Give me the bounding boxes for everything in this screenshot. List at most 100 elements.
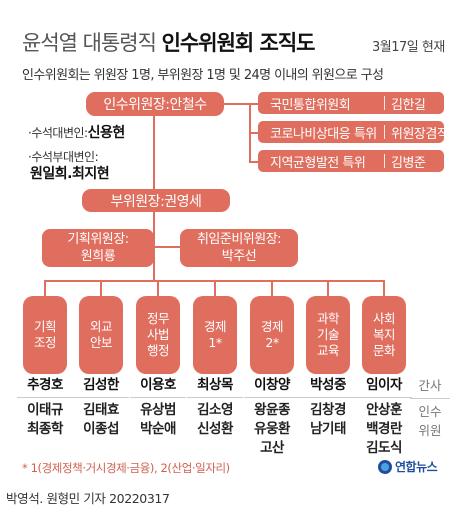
- members-economy-2: 이창양 왕윤종 유웅환 고산: [244, 376, 300, 458]
- division-member: 안상훈: [366, 402, 402, 418]
- division-label: 경제: [203, 319, 227, 334]
- footnote: * 1(경제정책·거시경제·금융), 2(산업·일자리): [22, 461, 230, 475]
- connector-side-2: [249, 132, 258, 134]
- division-label: 경제: [260, 319, 284, 334]
- division-box-planning: 기획 조정: [23, 296, 67, 374]
- division-member: 김소영: [197, 402, 233, 418]
- division-lead: 김성한: [73, 376, 129, 398]
- spokesperson-chief-label: 수석대변인:: [31, 126, 88, 140]
- legend-members: 위원: [418, 423, 442, 438]
- spokesperson-chief-name: 신용현: [87, 125, 126, 141]
- division-member: 고산: [260, 440, 284, 456]
- connector-div-6: [327, 280, 329, 296]
- chairman-box: 인수위원장:안철수: [86, 92, 224, 116]
- side-committee-2: 코로나비상대응 특위 위원장겸직: [258, 121, 449, 143]
- division-member: 왕윤종: [254, 402, 290, 418]
- side-committee-name: 국민통합위원회: [270, 97, 351, 113]
- division-member: 최종학: [27, 421, 63, 437]
- division-lead: 추경호: [17, 376, 73, 398]
- division-box-politics: 정무 사법 행정: [136, 296, 180, 374]
- division-label: 사법: [146, 327, 170, 342]
- connector-sub-horizontal: [98, 246, 210, 248]
- title-light: 윤석열 대통령직: [22, 31, 157, 55]
- division-label: 조정: [33, 335, 57, 350]
- division-member: 김태효: [83, 402, 119, 418]
- members-diplomacy: 김성한 김태효 이종섭: [73, 376, 129, 439]
- members-politics: 이용호 유상범 박순애: [130, 376, 186, 439]
- division-member: 유웅환: [254, 421, 290, 437]
- side-committee-3: 지역균형발전 특위 김병준: [258, 150, 444, 172]
- division-lead: 최상목: [187, 376, 243, 398]
- sub-committee-head: 박주선: [221, 249, 257, 264]
- date-label: 3월17일 현재: [372, 40, 445, 55]
- division-label: 2*: [265, 335, 279, 350]
- side-committee-name: 지역균형발전 특위: [270, 155, 366, 171]
- yonhap-logo-icon: [378, 459, 392, 474]
- credit: 박영석. 원형민 기자 20220317: [6, 491, 170, 506]
- connector-side-horizontal: [224, 103, 258, 105]
- spokesperson-deputy: ·수석부대변인:: [28, 146, 99, 165]
- division-label: 행정: [146, 343, 170, 358]
- division-lead: 이용호: [130, 376, 186, 398]
- division-label: 사회: [372, 311, 396, 326]
- title-bold: 인수위원회 조직도: [161, 31, 316, 55]
- spokesperson-deputy-names: 원일희.최지현: [30, 166, 110, 182]
- connector-div-2: [100, 280, 102, 296]
- side-committee-1: 국민통합위원회 김한길: [258, 92, 444, 114]
- separator: [384, 125, 385, 139]
- division-label: 기획: [33, 319, 57, 334]
- connector-side-3: [249, 161, 258, 163]
- division-member: 신성환: [197, 421, 233, 437]
- division-label: 안보: [89, 335, 113, 350]
- division-box-economy-1: 경제 1*: [193, 296, 237, 374]
- side-committee-head-wrap: 김병준: [384, 152, 426, 171]
- division-label: 정무: [146, 311, 170, 326]
- connector-div-1: [44, 280, 46, 296]
- vice-chairman-box: 부위원장:권영세: [82, 189, 230, 212]
- division-member: 김창경: [310, 402, 346, 418]
- side-committee-head: 김한길: [391, 97, 426, 113]
- division-member: 이태규: [27, 402, 63, 418]
- sub-committee-inauguration: 취임준비위원장: 박주선: [180, 229, 298, 267]
- sub-committee-planning: 기획위원장: 원희룡: [42, 229, 154, 267]
- sub-committee-head: 원희룡: [80, 249, 116, 264]
- division-label: 문화: [372, 343, 396, 358]
- division-label: 외교: [89, 319, 113, 334]
- separator: [384, 154, 385, 168]
- legend-lead: 간사: [410, 376, 450, 399]
- division-member: 김도식: [366, 440, 402, 456]
- spokesperson-deputy-label: 수석부대변인:: [31, 150, 99, 164]
- logo-text: 연합뉴스: [395, 460, 438, 474]
- side-committee-head: 위원장겸직: [391, 126, 449, 142]
- division-label: 1*: [208, 335, 222, 350]
- sub-committee-title: 기획위원장:: [67, 232, 129, 247]
- connector-div-4: [214, 280, 216, 296]
- connector-div-3: [157, 280, 159, 296]
- division-lead: 이창양: [244, 376, 300, 398]
- subtitle: 인수위원회는 위원장 1명, 부위원장 1명 및 24명 이내의 위원으로 구성: [22, 68, 384, 83]
- division-member: 이종섭: [83, 421, 119, 437]
- side-committee-name: 코로나비상대응 특위: [270, 126, 377, 142]
- division-label: 기술: [316, 327, 340, 342]
- side-committee-head: 김병준: [391, 155, 426, 171]
- connector-main-vertical: [153, 116, 155, 192]
- side-committee-head-wrap: 위원장겸직: [384, 123, 449, 142]
- division-box-economy-2: 경제 2*: [250, 296, 294, 374]
- division-label: 교육: [316, 343, 340, 358]
- separator: [384, 96, 385, 110]
- division-box-society: 사회 복지 문화: [362, 296, 406, 374]
- division-label: 복지: [372, 327, 396, 342]
- legend-members: 인수: [418, 404, 442, 419]
- spokesperson-chief: ·수석대변인:신용현: [28, 122, 125, 142]
- division-member: 박순애: [140, 421, 176, 437]
- division-lead: 박성중: [300, 376, 356, 398]
- division-member: 남기태: [310, 421, 346, 437]
- legend: 간사 인수 위원: [410, 376, 450, 440]
- bullet: ·: [28, 126, 32, 140]
- members-planning: 추경호 이태규 최종학: [17, 376, 73, 439]
- page-title: 윤석열 대통령직 인수위원회 조직도: [22, 30, 316, 56]
- yonhap-logo: 연합뉴스: [378, 458, 438, 475]
- connector-div-5: [271, 280, 273, 296]
- division-box-diplomacy: 외교 안보: [79, 296, 123, 374]
- division-member: 유상범: [140, 402, 176, 418]
